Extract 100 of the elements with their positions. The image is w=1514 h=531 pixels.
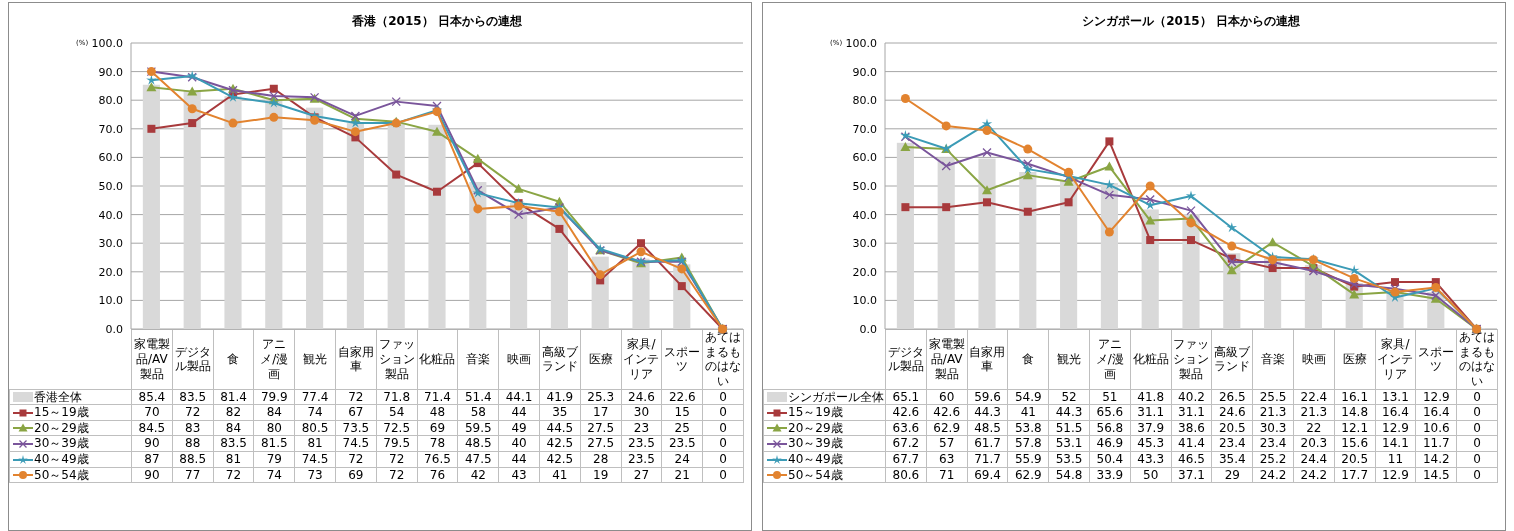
x-tick-label: 高級ブランド [1211,329,1253,389]
data-label: 46.5 [1171,451,1212,468]
data-label: 73 [294,467,336,483]
data-label: 24.6 [621,389,662,405]
data-label: 21 [661,467,703,483]
data-label: 42.6 [926,404,968,421]
data-label: 0 [1456,420,1498,436]
y-tick-label: 40.0 [852,208,877,222]
data-label: 78 [417,435,458,452]
x-tick-label: 家電製品/AV製品 [131,329,173,389]
y-tick-label: 80.0 [852,94,877,108]
data-label: 80 [253,420,295,436]
data-label: 37.1 [1171,467,1212,483]
data-label: 50.4 [1089,451,1131,468]
legend-label: 香港全体 [34,389,82,404]
data-label: 0 [1456,467,1498,483]
data-label: 72 [213,467,254,483]
data-label: 47.5 [457,451,499,468]
data-label: 60 [926,389,968,405]
data-label: 83 [172,420,214,436]
data-label: 23 [621,420,662,436]
data-label: 72 [376,467,418,483]
data-label: 23.5 [661,435,703,452]
data-label: 74 [253,467,295,483]
data-label: 79 [253,451,295,468]
data-label: 76 [417,467,458,483]
x-tick-label: スポーツ [661,329,703,389]
data-label: 54.8 [1048,467,1090,483]
data-label: 20.5 [1211,420,1253,436]
data-label: 0 [1456,389,1498,405]
data-label: 72.5 [376,420,418,436]
y-tick-label: 20.0 [98,265,123,279]
x-tick-label: 医療 [580,329,622,389]
data-label: 42.5 [539,451,581,468]
data-label: 0 [1456,451,1498,468]
x-tick-label: あてはまるものはない [1456,329,1498,389]
data-label: 22.6 [661,389,703,405]
data-label: 0 [702,404,744,421]
data-label: 72 [172,404,214,421]
data-label: 14.8 [1334,404,1376,421]
data-label: 84 [253,404,295,421]
data-label: 71.7 [967,451,1008,468]
legend-label: 20～29歳 [34,420,89,435]
data-label: 10.6 [1415,420,1457,436]
data-label: 63.6 [885,420,927,436]
x-tick-label: アニメ/漫画 [253,329,295,389]
y-tick-label: 10.0 [98,294,123,308]
data-label: 67.7 [885,451,927,468]
legend-label: 30～39歳 [34,436,89,451]
data-label: 0 [702,420,744,436]
data-label: 24.2 [1252,467,1294,483]
x-tick-label: 映画 [1293,329,1335,389]
data-label: 29 [1211,467,1253,483]
y-tick-label: 70.0 [852,122,877,136]
x-tick-label: 高級ブランド [539,329,581,389]
data-label: 69.4 [967,467,1008,483]
data-label: 35 [539,404,581,421]
x-tick-label: 映画 [498,329,540,389]
data-label: 82 [213,404,254,421]
data-label: 51 [1089,389,1131,405]
data-label: 88 [172,435,214,452]
data-label: 27.5 [580,435,622,452]
data-label: 40.2 [1171,389,1212,405]
data-label: 42.5 [539,435,581,452]
y-tick-label: 100.0 [845,37,877,50]
data-label: 23.4 [1252,435,1294,452]
data-label: 24.4 [1293,451,1335,468]
data-label: 17 [580,404,622,421]
data-label: 79.5 [376,435,418,452]
y-tick-label: 40.0 [98,208,123,222]
x-tick-label: あてはまるものはない [702,329,744,389]
data-label: 22 [1293,420,1335,436]
legend-label: シンガポール全体 [788,389,884,404]
data-label: 61.7 [967,435,1008,452]
data-label: 90 [131,467,173,483]
data-label: 53.5 [1048,451,1090,468]
data-label: 65.1 [885,389,927,405]
data-label: 12.1 [1334,420,1376,436]
data-label: 16.4 [1415,404,1457,421]
y-tick-label: 100.0 [91,37,123,50]
data-label: 41 [1007,404,1049,421]
x-tick-label: 音楽 [1252,329,1294,389]
data-label: 23.5 [621,435,662,452]
data-label: 81.5 [253,435,295,452]
y-tick-label: 90.0 [98,65,123,79]
data-label: 16.4 [1375,404,1416,421]
data-label: 69 [417,420,458,436]
data-label: 63 [926,451,968,468]
data-label: 84 [213,420,254,436]
data-label: 81.4 [213,389,254,405]
y-tick-label: 50.0 [852,180,877,193]
x-tick-label: 音楽 [457,329,499,389]
legend-label: 50～54歳 [788,467,843,482]
data-label: 21.3 [1293,404,1335,421]
data-label: 15 [661,404,703,421]
data-label: 41.8 [1130,389,1172,405]
data-label: 21.3 [1252,404,1294,421]
y-tick-label: 0.0 [859,323,877,336]
data-label: 37.9 [1130,420,1172,436]
data-label: 43 [498,467,540,483]
